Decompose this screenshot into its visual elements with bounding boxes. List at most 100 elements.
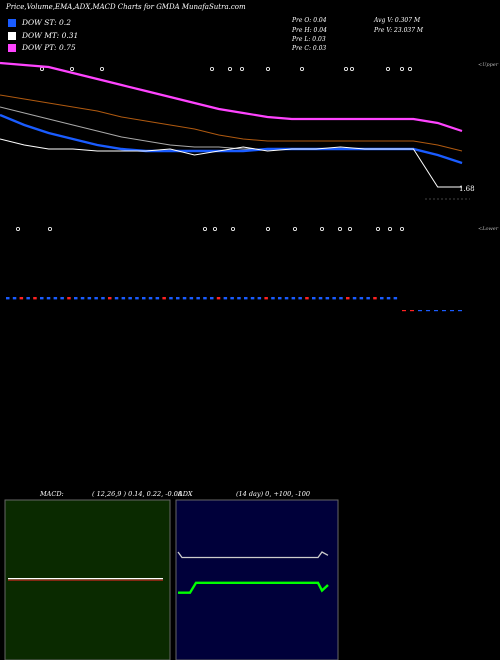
volume-bar: [426, 310, 430, 312]
bottom-marker-dot: [265, 226, 270, 231]
top-marker-dot: [100, 67, 105, 72]
volume-bar: [60, 297, 64, 300]
volume-bar: [210, 297, 214, 300]
volume-bar: [418, 310, 422, 312]
adx-plus-di-line: [178, 581, 329, 594]
volume-bar: [230, 297, 234, 300]
bottom-marker-dot: [337, 226, 342, 231]
brown_ema-line: [0, 94, 463, 152]
top-marker-dot: [343, 67, 348, 72]
volume-bar: [325, 297, 330, 300]
top-marker-dot: [209, 67, 214, 72]
volume-bar: [216, 297, 221, 300]
volume-bar: [386, 297, 391, 300]
volume-bar: [67, 297, 71, 300]
volume-bar: [94, 297, 98, 300]
volume-bar: [264, 297, 268, 300]
top-marker-dot: [40, 67, 45, 72]
bottom-marker-dot: [292, 226, 297, 231]
bottom-marker-dot: [399, 226, 404, 231]
volume-bar: [257, 297, 262, 300]
top-marker-dot: [239, 67, 244, 72]
volume-bar: [442, 310, 446, 312]
volume-bar: [176, 297, 180, 300]
volume-bar: [359, 297, 364, 300]
volume-bar: [182, 297, 187, 300]
pink_ema-line: [0, 61, 463, 133]
volume-bar: [380, 297, 384, 300]
gray_ema-line: [0, 106, 463, 164]
bottom-marker-dot: [387, 226, 392, 231]
volume-bar: [114, 297, 119, 300]
price-ema-lines: [0, 61, 470, 200]
volume-bar: [458, 310, 462, 312]
legend-swatch-white: [8, 31, 16, 40]
volume-bar: [12, 297, 17, 300]
volume-bar: [284, 297, 289, 300]
volume-bar: [121, 297, 126, 300]
legend-swatch-blue: [8, 18, 16, 27]
stat-avg-volume: Avg V: 0.307 M: [374, 17, 421, 24]
stat-close: Pre C: 0.03: [292, 45, 327, 52]
bottom-markers: [15, 226, 404, 231]
legend-label: DOW PT: 0.75: [22, 43, 76, 52]
bottom-marker-dot: [319, 226, 324, 231]
chart-title: Price,Volume,EMA,ADX,MACD Charts for GMD…: [6, 3, 246, 11]
volume-bar: [6, 297, 10, 300]
volume-bar: [402, 310, 406, 312]
volume-bar: [74, 297, 78, 300]
bottom-marker-dot: [375, 226, 380, 231]
volume-bar: [278, 297, 282, 300]
legend-swatch-pink: [8, 43, 16, 52]
adx-panel: [175, 499, 339, 660]
volume-bar: [155, 297, 160, 300]
top-marker-dot: [265, 67, 270, 72]
bottom-marker-dot: [212, 226, 217, 231]
adx-lines: [177, 551, 329, 594]
stat-high: Pre H: 0.04: [292, 27, 327, 34]
volume-strip: [6, 297, 462, 312]
volume-bar: [312, 297, 316, 300]
volume-bar: [101, 297, 105, 300]
volume-bar: [40, 297, 44, 300]
volume-bar: [410, 310, 414, 312]
volume-bar: [128, 297, 132, 300]
volume-bar: [271, 297, 275, 300]
adx-minus-di-line: [177, 551, 329, 559]
volume-bar: [393, 297, 398, 300]
price-label: 1.68: [459, 185, 475, 193]
price-line: [0, 138, 462, 188]
volume-bar: [108, 297, 112, 300]
volume-bar: [142, 297, 146, 300]
volume-bar: [189, 297, 194, 300]
stat-open: Pre O: 0.04: [292, 17, 327, 24]
legend-dow-st: DOW ST: 0.2: [8, 17, 71, 28]
volume-bar: [223, 297, 228, 300]
volume-bar: [434, 310, 438, 312]
volume-bar: [332, 297, 336, 300]
top-marker-dot: [349, 67, 354, 72]
legend-label: DOW MT: 0.31: [22, 31, 79, 40]
top-marker-dot: [385, 67, 390, 72]
volume-bar: [196, 297, 200, 300]
lower-label: <Lower: [478, 226, 499, 232]
bottom-marker-dot: [202, 226, 207, 231]
top-marker-dot: [399, 67, 404, 72]
volume-bar: [80, 297, 85, 300]
volume-bar: [237, 297, 241, 300]
macd-title: MACD:: [40, 490, 64, 498]
upper-label: <Upper: [478, 62, 499, 68]
volume-bar: [19, 297, 24, 300]
volume-bar: [291, 297, 296, 300]
bottom-marker-dot: [347, 226, 352, 231]
volume-bar: [26, 297, 30, 300]
volume-bar: [203, 297, 207, 300]
bottom-marker-dot: [48, 226, 53, 231]
volume-bar: [366, 297, 370, 300]
adx-params: (14 day) 0, +100, -100: [236, 490, 311, 498]
legend-label: DOW ST: 0.2: [22, 18, 71, 27]
volume-bar: [33, 297, 37, 300]
top-marker-dot: [70, 67, 75, 72]
volume-bar: [87, 297, 92, 300]
